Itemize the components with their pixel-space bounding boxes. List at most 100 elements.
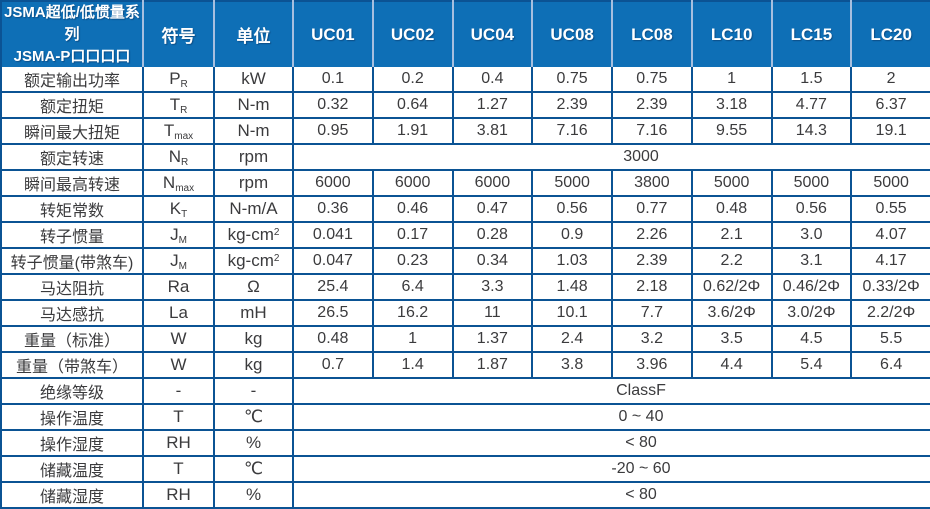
row-symbol: Nmax [142, 169, 215, 198]
unit-base: kg-cm [227, 225, 274, 245]
symbol-column-header: 符号 [142, 1, 214, 68]
merged-value-cell: 3000 [292, 143, 930, 172]
symbol-subscript: max [174, 131, 194, 143]
row-label: 绝缘等级 [0, 377, 144, 406]
value-cell: 2 [850, 67, 930, 94]
row-unit: - [213, 377, 294, 406]
symbol-subscript: M [178, 261, 187, 273]
row-label: 转矩常数 [0, 195, 144, 224]
merged-value-cell: ClassF [292, 377, 930, 406]
table-row: 转子惯量(带煞车) JM kg-cm2 0.047 0.23 0.34 1.03 2.39 2.… [0, 247, 930, 276]
merged-value-cell: < 80 [292, 481, 930, 509]
value-cell: 3.96 [611, 351, 693, 380]
value-cell: 0.56 [531, 195, 613, 224]
value-cell: 9.55 [690, 117, 773, 146]
value-cell: 0.46/2Φ [770, 273, 853, 302]
value-cell: 2.2 [690, 247, 773, 276]
unit-base: kW [241, 69, 266, 89]
value-cell: 1.48 [531, 273, 613, 302]
value-cell: 2.39 [531, 91, 613, 120]
value-cell: 3.81 [451, 117, 534, 146]
value-cell: 1.5 [770, 67, 853, 94]
value-cell: 25.4 [292, 273, 374, 302]
value-cell: 0.77 [611, 195, 693, 224]
symbol-subscript: R [180, 105, 188, 117]
symbol-subscript: R [181, 157, 189, 169]
value-cell: 3.3 [451, 273, 534, 302]
table-row: 转矩常数 KT N-m/A 0.36 0.46 0.47 0.56 0.77 0.48 0.56 0… [0, 195, 930, 224]
table-row: 转子惯量 JM kg-cm2 0.041 0.17 0.28 0.9 2.26 2.1 3.0 4.… [0, 221, 930, 250]
unit-base: N-m/A [229, 199, 278, 219]
value-cell: 0.75 [611, 67, 693, 94]
value-cell: 0.95 [292, 117, 374, 146]
symbol-base: P [169, 69, 181, 89]
unit-base: kg [244, 329, 263, 349]
unit-base: kg [244, 355, 263, 375]
row-symbol: W [142, 351, 215, 380]
row-unit: % [213, 481, 294, 509]
value-cell: 7.7 [611, 299, 693, 328]
value-cell: 6000 [371, 169, 454, 198]
symbol-base: W [170, 329, 187, 349]
row-unit: kg [213, 325, 294, 354]
value-cell: 0.36 [292, 195, 374, 224]
value-cell: 2.39 [611, 247, 693, 276]
row-symbol: RH [142, 429, 215, 458]
unit-base: % [245, 433, 262, 453]
table-row: 额定扭矩 TR N-m 0.32 0.64 1.27 2.39 2.39 3.18 4.77 6.3… [0, 91, 930, 120]
row-symbol: W [142, 325, 215, 354]
row-unit: % [213, 429, 294, 458]
value-cell: 5.5 [850, 325, 930, 354]
unit-superscript: 2 [273, 253, 280, 265]
value-cell: 3.0 [770, 221, 853, 250]
row-label: 储藏湿度 [0, 481, 144, 509]
row-symbol: NR [142, 143, 215, 172]
row-symbol: T [142, 403, 215, 432]
row-symbol: Tmax [142, 117, 215, 146]
unit-base: N-m [237, 95, 270, 115]
row-label: 额定扭矩 [0, 91, 144, 120]
symbol-base: T [169, 95, 181, 115]
value-cell: 0.48 [690, 195, 773, 224]
table-row: 储藏湿度 RH% < 80 [0, 481, 930, 509]
symbol-base: J [170, 251, 179, 271]
value-cell: 4.17 [850, 247, 930, 276]
value-cell: 2.39 [611, 91, 693, 120]
row-symbol: - [142, 377, 215, 406]
unit-base: rpm [238, 173, 269, 193]
value-cell: 0.047 [292, 247, 374, 276]
value-cell: 4.77 [770, 91, 853, 120]
header-row: JSMA超低/低惯量系列 JSMA-P口口口口 符号 单位 UC01 UC02 … [1, 1, 930, 68]
value-cell: 0.64 [371, 91, 454, 120]
unit-base: kg-cm [227, 251, 274, 271]
row-label: 额定转速 [0, 143, 144, 172]
series-title-header: JSMA超低/低惯量系列 JSMA-P口口口口 [1, 1, 143, 68]
merged-value-cell: < 80 [292, 429, 930, 458]
table-row: 操作温度 T ℃ 0 ~ 40 [0, 403, 930, 432]
value-cell: 5000 [690, 169, 773, 198]
table-row: 储藏温度 T ℃ -20 ~ 60 [0, 455, 930, 484]
symbol-base: T [173, 459, 184, 479]
value-cell: 0.28 [451, 221, 534, 250]
row-label: 瞬间最高转速 [0, 169, 144, 198]
unit-base: % [245, 485, 262, 505]
row-label: 重量（带煞车） [0, 351, 144, 380]
unit-superscript: 2 [273, 227, 280, 239]
model-column-header-uc01: UC01 [292, 1, 373, 68]
series-title-line1: JSMA超低/低惯量系列 [4, 4, 140, 43]
symbol-base: Ra [167, 277, 190, 297]
value-cell: 3.5 [690, 325, 773, 354]
value-cell: 0.46 [371, 195, 454, 224]
symbol-base: T [163, 121, 175, 141]
value-cell: 3.18 [690, 91, 773, 120]
unit-base: ℃ [243, 407, 264, 427]
model-column-header-lc08: LC08 [611, 1, 692, 68]
value-cell: 2.18 [611, 273, 693, 302]
table-row: 绝缘等级 - - ClassF [0, 377, 930, 406]
symbol-subscript: M [178, 235, 187, 247]
row-symbol: KT [142, 195, 215, 224]
value-cell: 0.1 [292, 67, 374, 94]
row-symbol: TR [142, 91, 215, 120]
